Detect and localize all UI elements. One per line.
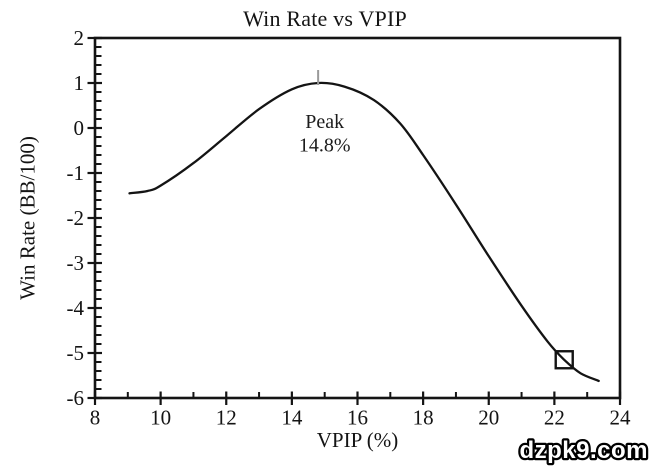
- y-tick-label: -6: [67, 386, 85, 410]
- watermark: dzpk9.com: [519, 437, 648, 464]
- peak-annotation-line2: 14.8%: [299, 134, 351, 156]
- y-tick-label: 2: [74, 26, 85, 50]
- y-tick-label: -3: [67, 251, 85, 275]
- y-tick-label: -5: [67, 341, 85, 365]
- x-tick-label: 12: [216, 406, 237, 430]
- chart-title: Win Rate vs VPIP: [243, 6, 407, 31]
- y-tick-label: 1: [74, 71, 85, 95]
- y-tick-label: -2: [67, 206, 85, 230]
- y-tick-label: -1: [67, 161, 85, 185]
- y-tick-label: 0: [74, 116, 85, 140]
- peak-annotation-line1: Peak: [305, 111, 344, 133]
- x-tick-label: 10: [150, 406, 171, 430]
- x-axis-label: VPIP (%): [316, 428, 399, 452]
- x-tick-label: 8: [90, 406, 101, 430]
- x-tick-label: 20: [478, 406, 499, 430]
- x-tick-label: 16: [347, 406, 368, 430]
- x-tick-label: 24: [610, 406, 632, 430]
- x-tick-label: 14: [281, 406, 303, 430]
- win-rate-curve: [128, 81, 600, 383]
- y-tick-label: -4: [67, 296, 85, 320]
- square-marker: [554, 350, 574, 370]
- x-tick-label: 22: [544, 406, 565, 430]
- x-tick-label: 18: [413, 406, 434, 430]
